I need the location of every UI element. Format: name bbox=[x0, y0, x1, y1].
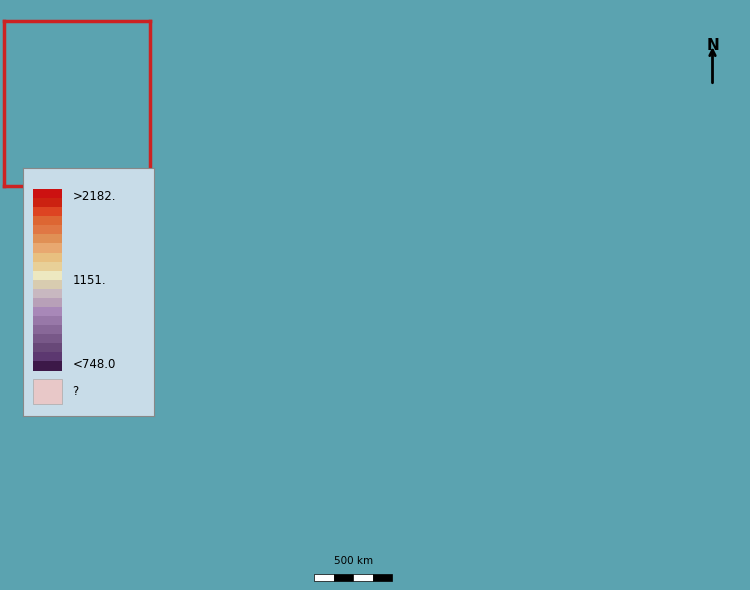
Text: N: N bbox=[706, 38, 718, 53]
Bar bbox=[33, 207, 62, 218]
Bar bbox=[33, 189, 62, 199]
Bar bbox=[33, 379, 62, 404]
Bar bbox=[33, 289, 62, 299]
Bar bbox=[33, 271, 62, 281]
Text: <748.0: <748.0 bbox=[72, 358, 116, 371]
Bar bbox=[33, 261, 62, 272]
Text: ?: ? bbox=[72, 385, 79, 398]
Bar bbox=[33, 334, 62, 344]
Bar bbox=[33, 325, 62, 335]
Text: >2182.: >2182. bbox=[72, 191, 116, 204]
Bar bbox=[33, 343, 62, 353]
Bar bbox=[33, 225, 62, 235]
Bar bbox=[334, 575, 353, 581]
Bar bbox=[33, 244, 62, 254]
Bar bbox=[33, 298, 62, 308]
Bar bbox=[33, 316, 62, 326]
Bar bbox=[33, 253, 62, 263]
Bar bbox=[373, 575, 392, 581]
Bar bbox=[33, 234, 62, 245]
Bar bbox=[33, 307, 62, 317]
Text: 500 km: 500 km bbox=[334, 556, 373, 566]
Text: 1151.: 1151. bbox=[72, 274, 106, 287]
Bar bbox=[33, 280, 62, 290]
Bar bbox=[33, 217, 62, 227]
Bar bbox=[353, 575, 373, 581]
Bar bbox=[33, 352, 62, 362]
Bar bbox=[33, 198, 62, 208]
Bar bbox=[33, 361, 62, 371]
Bar bbox=[314, 575, 334, 581]
